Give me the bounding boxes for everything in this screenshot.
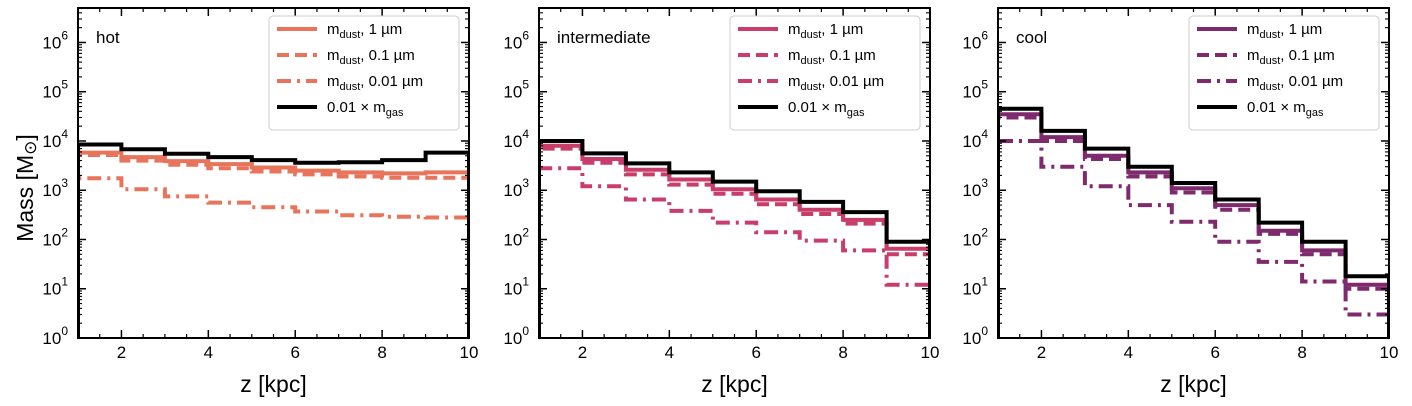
series-line (539, 146, 930, 338)
y-tick-label: 104 (503, 127, 529, 151)
legend-label: mdust, 1 µm (788, 21, 863, 41)
y-tick-label: 106 (503, 28, 529, 52)
x-axis-label: z [kpc] (240, 371, 306, 397)
x-tick-label: 6 (290, 343, 299, 362)
series-line (78, 142, 469, 338)
x-tick-label: 6 (1210, 343, 1219, 362)
legend-box (729, 15, 921, 131)
y-tick-label: 100 (962, 324, 988, 348)
legend-label: 0.01 × mgas (327, 99, 404, 119)
y-tick-label: 101 (42, 275, 68, 299)
legend-label: 0.01 × mgas (1247, 99, 1324, 119)
y-tick-label: 104 (962, 127, 988, 151)
legend-label: mdust, 0.1 µm (788, 47, 876, 67)
x-tick-label: 10 (460, 343, 479, 362)
y-tick-label: 104 (42, 127, 68, 151)
x-tick-label: 2 (1037, 343, 1046, 362)
series-line (998, 115, 1389, 338)
y-tick-label: 106 (962, 28, 988, 52)
series-line (78, 153, 469, 338)
y-tick-label: 105 (962, 78, 988, 102)
legend-label: mdust, 0.1 µm (327, 47, 415, 67)
y-tick-label: 102 (42, 225, 68, 249)
x-tick-label: 4 (204, 343, 213, 362)
y-tick-label: 102 (962, 225, 988, 249)
y-axis-label: Mass [M⊙] (12, 134, 40, 242)
series-line (78, 150, 469, 338)
x-tick-label: 6 (751, 343, 760, 362)
series-line (539, 139, 930, 338)
x-tick-label: 4 (665, 343, 674, 362)
x-axis-label: z [kpc] (1160, 371, 1226, 397)
legend-label: mdust, 0.01 µm (327, 73, 423, 93)
x-tick-label: 2 (117, 343, 126, 362)
panel-label: intermediate (557, 28, 651, 47)
legend-label: mdust, 0.01 µm (1247, 73, 1343, 93)
y-tick-label: 103 (503, 176, 529, 200)
x-axis-label: z [kpc] (701, 371, 767, 397)
legend-label: mdust, 0.1 µm (1247, 47, 1335, 67)
x-tick-label: 2 (578, 343, 587, 362)
x-tick-label: 8 (838, 343, 847, 362)
x-tick-label: 8 (1297, 343, 1306, 362)
y-tick-label: 100 (503, 324, 529, 348)
panel-hot: 2 4 6 8 10 100 101 102 103 104 105 106 hot z [kpc] mdu… (42, 7, 479, 397)
y-tick-label: 105 (503, 78, 529, 102)
x-tick-label: 10 (921, 343, 940, 362)
legend-box (1188, 15, 1380, 131)
series-line (998, 112, 1389, 338)
series-line (539, 143, 930, 338)
y-tick-label: 101 (503, 275, 529, 299)
y-tick-label: 103 (42, 176, 68, 200)
series-line (78, 176, 469, 338)
y-tick-label: 100 (42, 324, 68, 348)
y-tick-label: 102 (503, 225, 529, 249)
legend-label: mdust, 1 µm (327, 21, 402, 41)
series-line (998, 106, 1389, 338)
x-tick-label: 10 (1380, 343, 1399, 362)
legend-label: mdust, 1 µm (1247, 21, 1322, 41)
plot-frame (77, 7, 470, 339)
series-line (539, 166, 930, 338)
panel-label: cool (1016, 28, 1047, 47)
plot-frame (538, 7, 931, 339)
panel-intermediate: 2 4 6 8 10 100 101 102 103 104 105 106 intermediate z… (503, 7, 940, 397)
y-tick-label: 101 (962, 275, 988, 299)
legend-label: 0.01 × mgas (788, 99, 865, 119)
y-tick-label: 103 (962, 176, 988, 200)
panel-label: hot (96, 28, 120, 47)
panel-cool: 2 4 6 8 10 100 101 102 103 104 105 106 cool z [kpc] md… (962, 7, 1399, 397)
legend-label: mdust, 0.01 µm (788, 73, 884, 93)
y-tick-label: 106 (42, 28, 68, 52)
x-tick-label: 4 (1124, 343, 1133, 362)
plot-frame (997, 7, 1390, 339)
legend-box (268, 15, 460, 131)
y-tick-label: 105 (42, 78, 68, 102)
x-tick-label: 8 (377, 343, 386, 362)
